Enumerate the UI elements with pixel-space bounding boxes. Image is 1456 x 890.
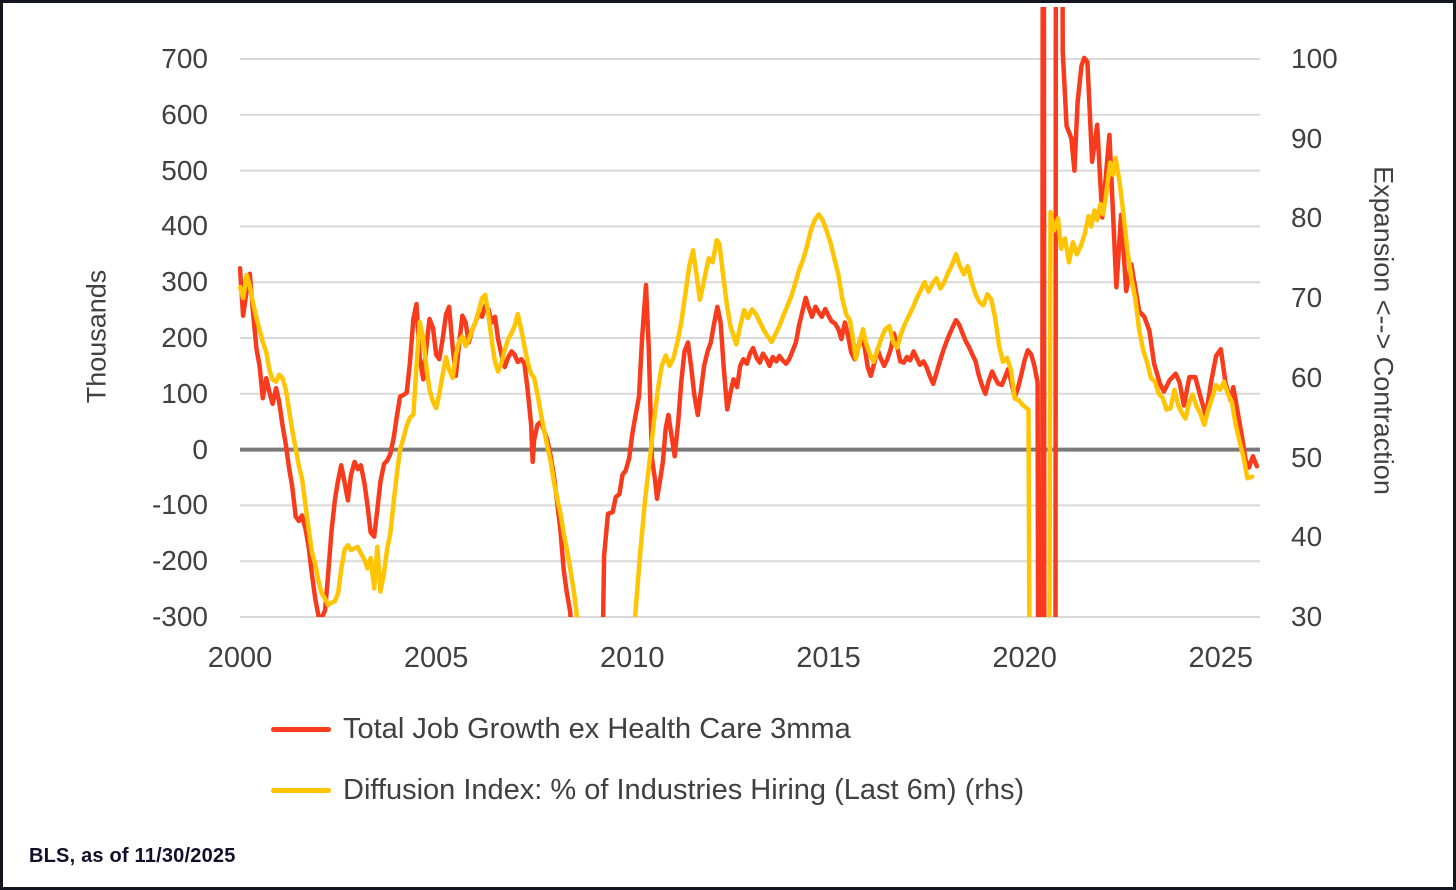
legend: Total Job Growth ex Health Care 3mma Dif… [271, 709, 1024, 831]
legend-item-total-job-growth: Total Job Growth ex Health Care 3mma [271, 709, 1024, 749]
y-axis-right-tick-50: 50 [1291, 441, 1323, 473]
y-axis-left-tick--300: -300 [151, 601, 208, 632]
plot-area [238, 7, 1260, 618]
y-axis-left-tick-500: 500 [161, 154, 208, 186]
y-axis-left-tick--100: -100 [151, 489, 208, 521]
y-axis-right-tick-40: 40 [1291, 521, 1323, 553]
y-axis-right-tick-70: 70 [1291, 282, 1323, 314]
left-axis-title: Thousands [81, 269, 112, 404]
y-axis-left-tick-600: 600 [161, 98, 208, 130]
right-axis-title: Expansion <--> Contraction [1368, 166, 1399, 495]
x-axis-tick-2000: 2000 [207, 642, 273, 674]
y-axis-left-tick-0: 0 [192, 433, 208, 465]
series-line-diffusion-index [238, 155, 1255, 617]
series-line-total-job-growth [238, 7, 1260, 617]
legend-swatch-total-job-growth [271, 726, 331, 732]
legend-label-total-job-growth: Total Job Growth ex Health Care 3mma [343, 713, 851, 745]
x-axis-tick-2010: 2010 [600, 642, 665, 674]
source-note: BLS, as of 11/30/2025 [29, 845, 236, 867]
y-axis-right-tick-90: 90 [1291, 122, 1323, 154]
y-axis-right-tick-60: 60 [1291, 361, 1323, 393]
legend-label-diffusion-index: Diffusion Index: % of Industries Hiring … [343, 774, 1025, 806]
y-axis-left-tick-700: 700 [161, 43, 208, 74]
y-axis-left-tick-200: 200 [161, 322, 208, 353]
y-axis-left-tick--200: -200 [151, 545, 208, 577]
x-axis-tick-2025: 2025 [1188, 642, 1254, 674]
x-axis-tick-2005: 2005 [403, 642, 469, 674]
legend-item-diffusion-index: Diffusion Index: % of Industries Hiring … [271, 770, 1024, 810]
legend-swatch-diffusion-index [271, 787, 331, 793]
y-axis-right-tick-30: 30 [1291, 601, 1323, 632]
x-axis-tick-2020: 2020 [992, 642, 1057, 674]
y-axis-left-tick-100: 100 [161, 377, 208, 409]
x-axis-tick-2015: 2015 [796, 642, 861, 674]
y-axis-right-tick-100: 100 [1291, 43, 1338, 74]
y-axis-left-tick-400: 400 [161, 210, 208, 242]
y-axis-right-tick-80: 80 [1291, 202, 1323, 234]
y-axis-left-tick-300: 300 [161, 266, 208, 298]
